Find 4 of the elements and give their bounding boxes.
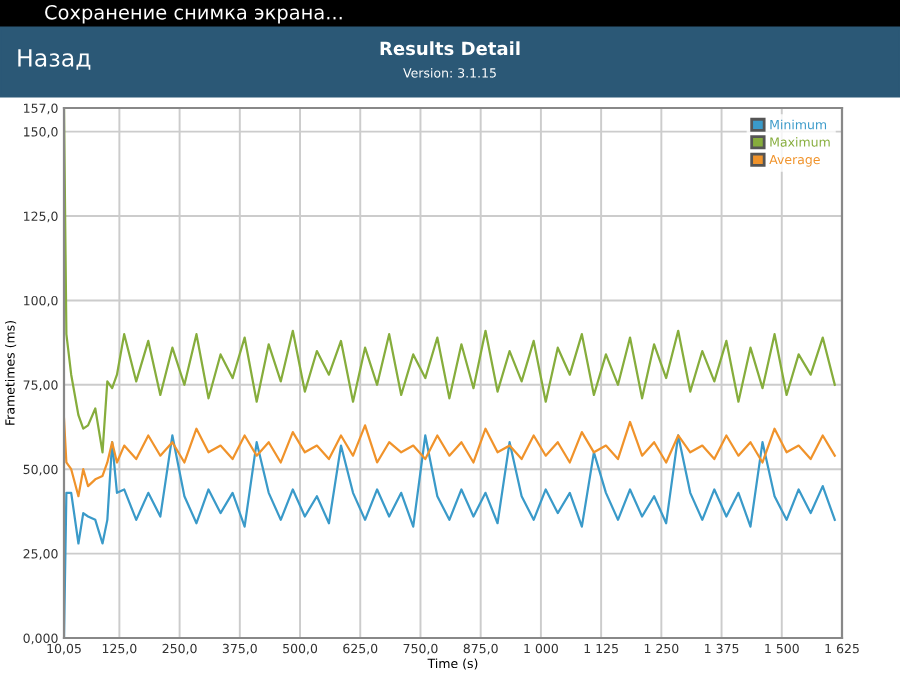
text: Сохранение снимка экрана... <box>45 4 342 24</box>
text: Назад <box>18 49 91 70</box>
chart-title: Results Detail <box>380 41 520 56</box>
line-series <box>64 417 836 498</box>
